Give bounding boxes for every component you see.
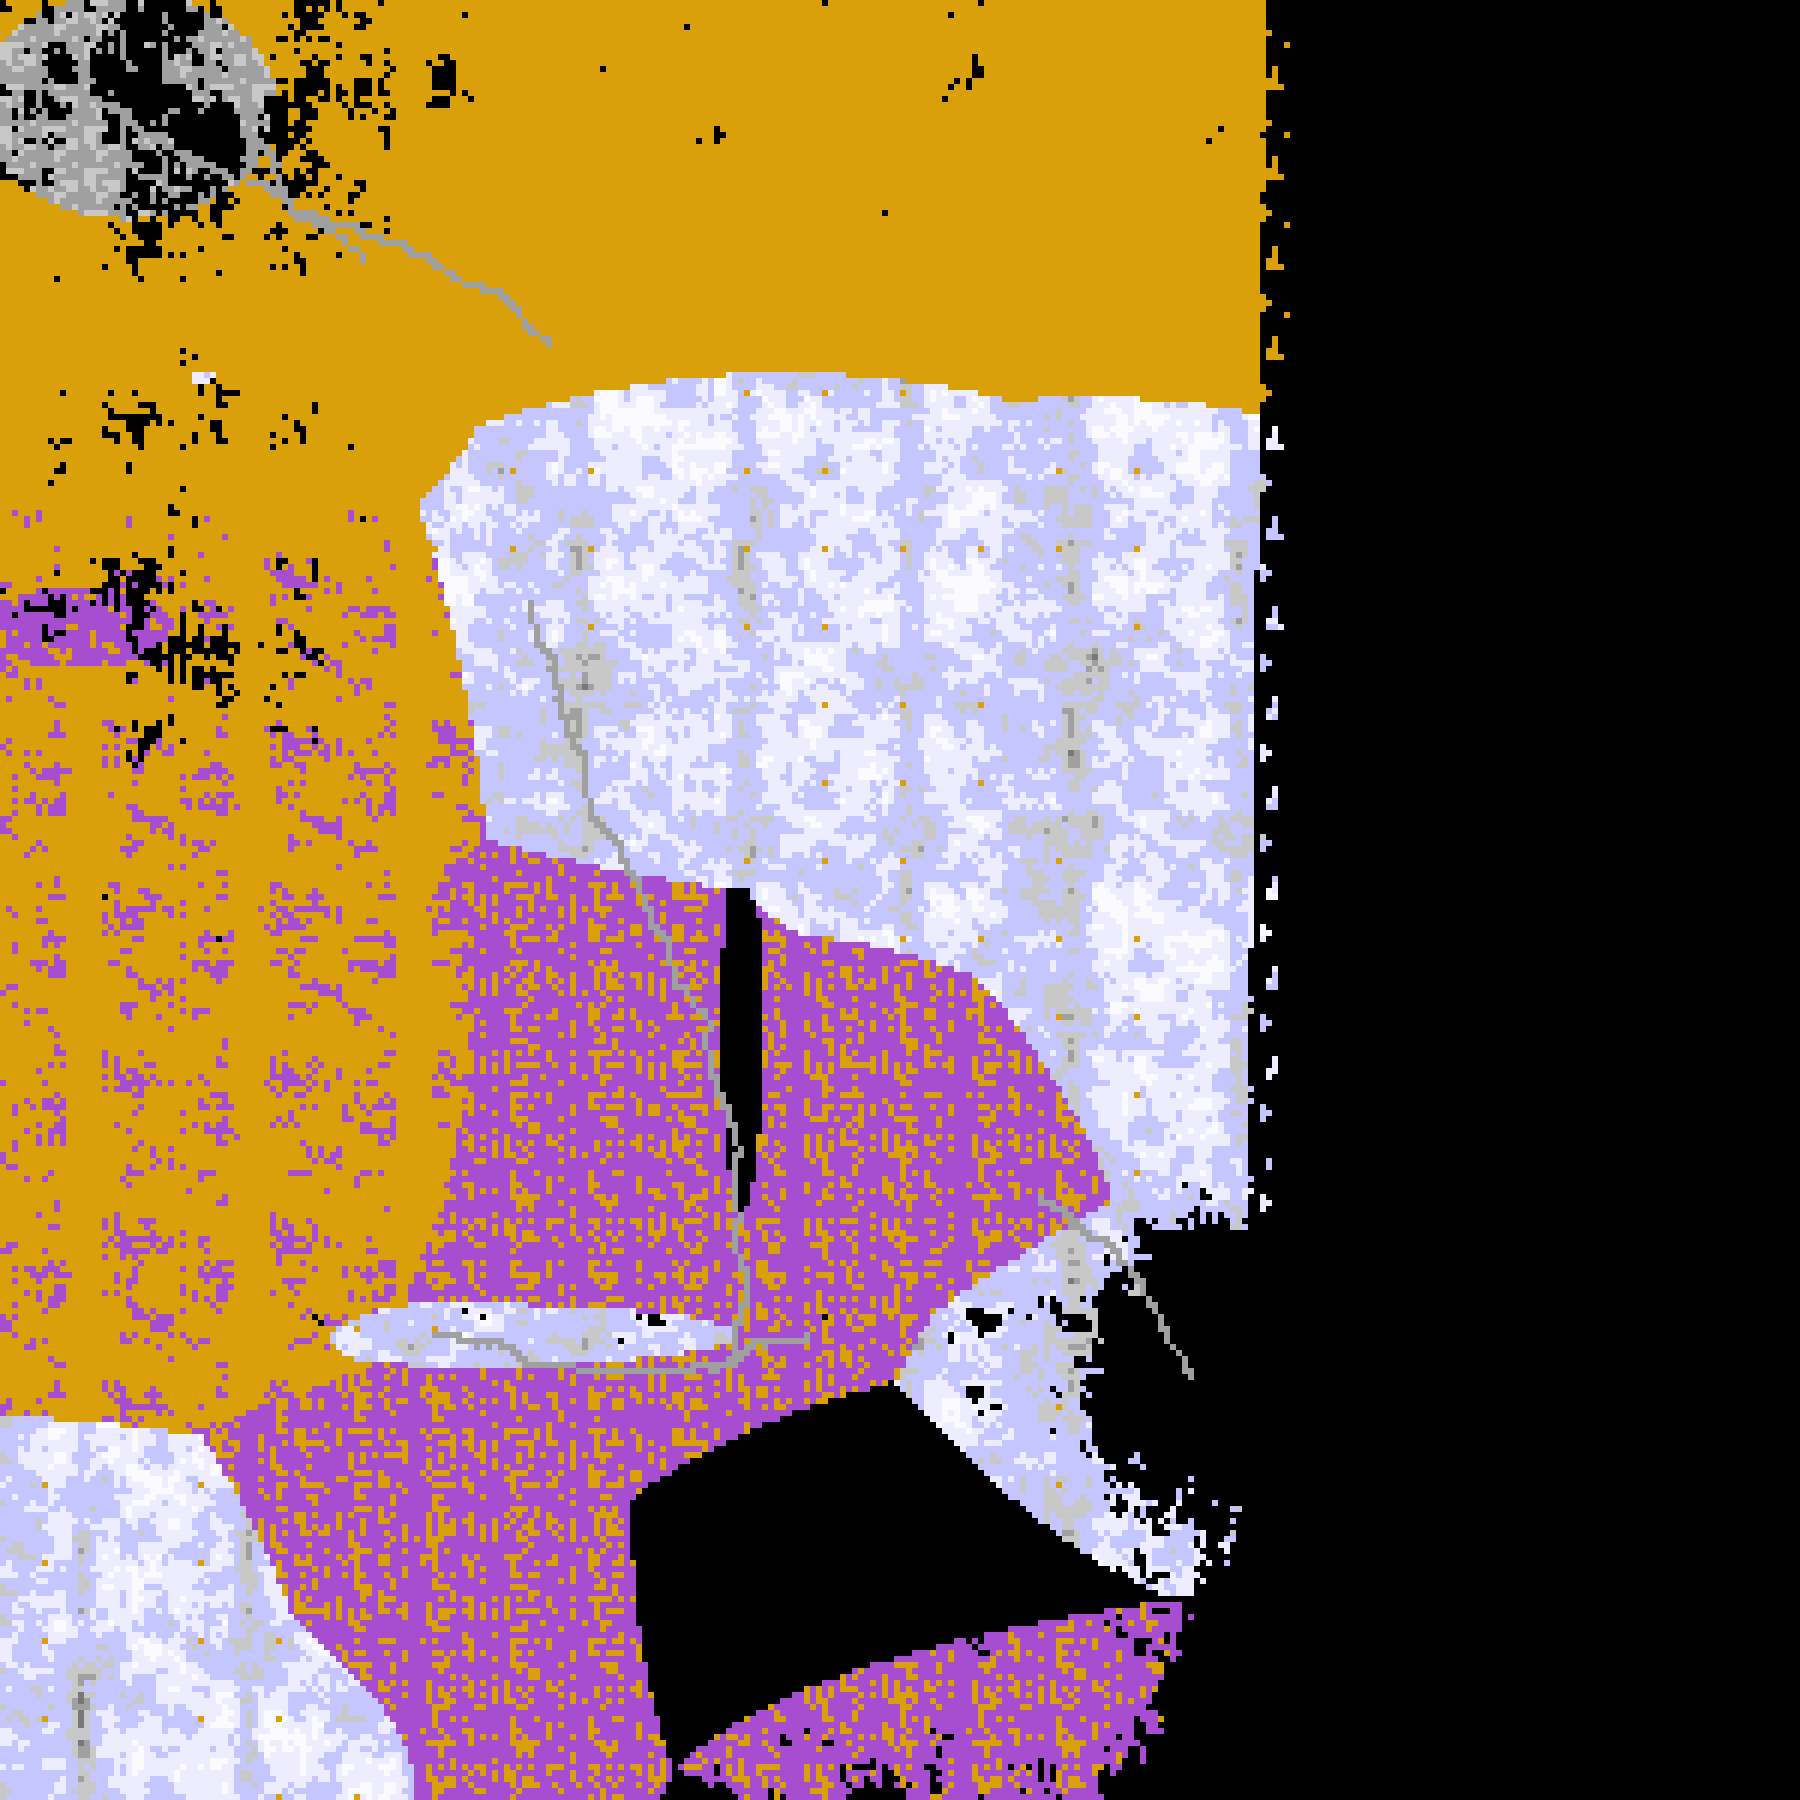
raster-image-viewer[interactable]: satellite-classification-raster 1.0 — [0, 0, 1800, 1800]
satellite-classification-canvas[interactable] — [0, 0, 1800, 1800]
